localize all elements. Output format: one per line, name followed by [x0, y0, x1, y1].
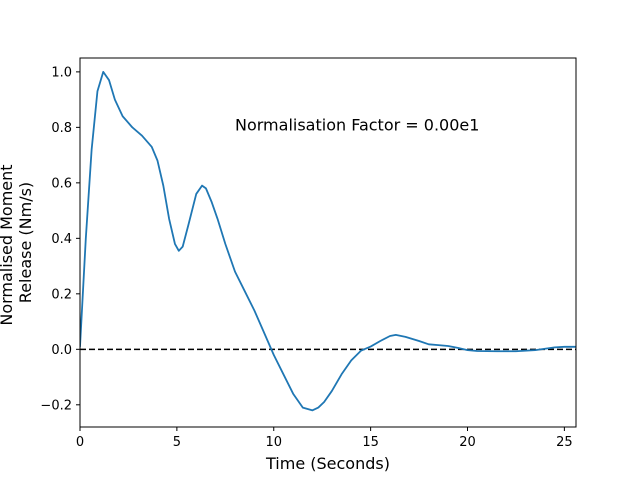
x-tick-label: 20	[459, 435, 476, 450]
x-tick-label: 0	[76, 435, 84, 450]
x-tick-label: 25	[556, 435, 573, 450]
y-tick-label: 0.6	[51, 176, 72, 191]
y-tick-label: 0.4	[51, 232, 72, 247]
y-tick-label: 0.2	[51, 287, 72, 302]
x-tick-label: 10	[265, 435, 282, 450]
y-tick-label: 0.0	[51, 343, 72, 358]
series-line-0	[80, 70, 576, 412]
y-axis-label-line-1: Normalised Moment	[0, 164, 16, 325]
axes-frame	[79, 57, 577, 428]
x-axis-label: Time (Seconds)	[265, 454, 390, 473]
x-tick-label: 15	[362, 435, 379, 450]
y-tick-label: 1.0	[51, 65, 72, 80]
plot-area	[80, 70, 576, 412]
y-tick-label: 0.8	[51, 121, 72, 136]
y-axis-label: Normalised Moment Release (Nm/s)	[0, 159, 35, 325]
axis-ticks: 0 5 10 15 20 25 −0.2 0.0 0.2 0.4 0.6 0.8 1.0	[40, 65, 572, 450]
y-axis-label-line-2: Release (Nm/s)	[16, 182, 35, 303]
y-tick-label: −0.2	[40, 398, 72, 413]
x-tick-label: 5	[173, 435, 181, 450]
normalisation-factor-annotation: Normalisation Factor = 0.00e1	[235, 116, 479, 135]
